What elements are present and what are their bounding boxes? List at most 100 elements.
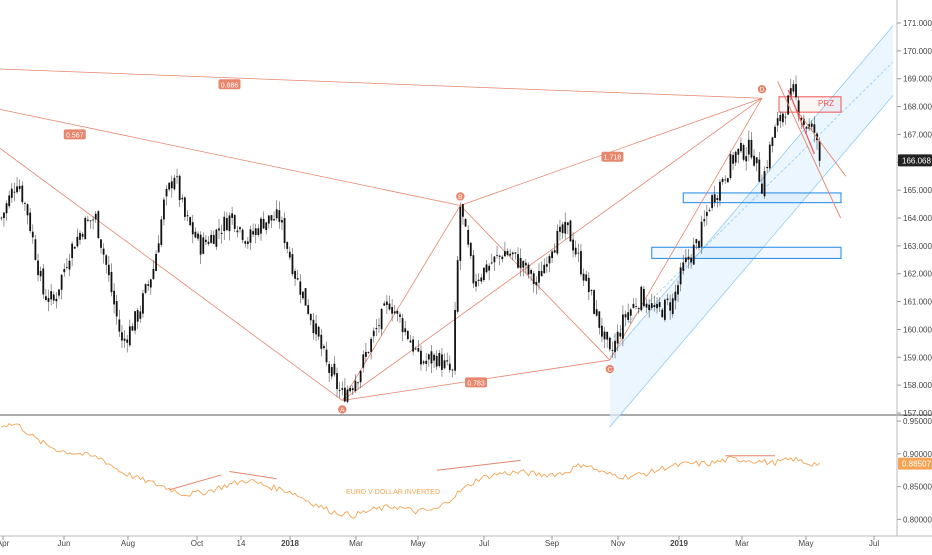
last-price-label: 166.068	[902, 156, 931, 165]
time-tick-label: Oct	[191, 539, 204, 548]
price-tick-label: 160.000	[903, 325, 932, 334]
candle-body	[430, 351, 433, 364]
indicator-axis: 0.80000 0.85000 0.90000 0.95000	[897, 417, 932, 524]
candle-body	[42, 268, 45, 295]
candle-body	[252, 231, 255, 235]
candle-body	[734, 151, 737, 163]
candle-body	[294, 270, 296, 279]
zone-PRZ	[778, 96, 842, 113]
candle-body	[302, 291, 304, 299]
ratio-label: 0.783	[467, 380, 485, 387]
candle-body	[168, 182, 171, 190]
candle-body	[501, 256, 504, 260]
pattern-point-marker	[456, 192, 465, 201]
zone-support-2	[651, 246, 842, 259]
indicator-tick-label: 0.80000	[903, 515, 932, 524]
indicator-last-value-label: 0.88507	[902, 460, 931, 469]
candle-body	[21, 185, 24, 203]
candle-body	[674, 291, 677, 301]
pattern-layer	[0, 68, 763, 401]
ratio-label: 0.567	[66, 132, 84, 139]
candle-body	[118, 319, 121, 332]
candle-body	[63, 268, 66, 273]
pattern-point-marker	[757, 85, 767, 94]
candle-body	[774, 126, 776, 138]
candle-body	[89, 220, 92, 222]
candle-body	[742, 145, 745, 160]
candle-body	[435, 355, 438, 367]
candle-body	[320, 334, 323, 349]
candle-body	[763, 171, 766, 197]
candle-body	[333, 363, 336, 375]
candle-body	[517, 254, 519, 268]
candle-body	[695, 239, 698, 244]
candle-body	[165, 188, 168, 197]
candle-body	[503, 251, 506, 257]
candle-body	[587, 277, 590, 293]
candle-body	[273, 219, 275, 221]
candle-body	[341, 388, 344, 390]
candle-body	[107, 264, 110, 276]
divergence-line	[436, 459, 521, 471]
candle-body	[498, 255, 501, 257]
candle-body	[669, 302, 672, 311]
candle-body	[149, 279, 152, 288]
zone-support-1	[682, 192, 842, 204]
candle-body	[378, 325, 380, 327]
candle-body	[110, 271, 113, 293]
candle-body	[73, 246, 76, 249]
candle-body	[553, 250, 556, 253]
candle-body	[729, 154, 732, 179]
candle-body	[128, 326, 131, 346]
candle-body	[535, 281, 538, 286]
candle-body	[441, 354, 443, 370]
time-tick-label: 2019	[670, 539, 688, 548]
candle-body	[349, 387, 352, 392]
candle-body	[606, 331, 609, 340]
candle-body	[624, 314, 627, 318]
candle-body	[700, 221, 703, 247]
price-tick-label: 163.000	[903, 242, 932, 251]
candle-body	[648, 304, 651, 311]
candle-body	[307, 305, 310, 314]
candle-body	[260, 218, 262, 234]
candle-body	[538, 271, 540, 283]
last-price-tag: 166.068	[898, 154, 932, 167]
candle-body	[818, 140, 821, 161]
candle-body	[375, 327, 378, 330]
candle-body	[170, 181, 173, 189]
candle-body	[254, 228, 257, 235]
candle-body	[239, 227, 241, 230]
candle-body	[698, 241, 700, 248]
candle-body	[13, 191, 16, 193]
time-tick-label: Sep	[545, 539, 560, 548]
candle-body	[527, 264, 530, 275]
candle-body	[144, 284, 147, 293]
price-tick-label: 165.000	[903, 186, 932, 195]
candle-body	[404, 328, 407, 333]
channel-fill	[609, 25, 894, 427]
candle-body	[540, 270, 543, 277]
candle-body	[522, 260, 525, 268]
candle-body	[480, 277, 483, 282]
candle-body	[134, 311, 136, 331]
divergence-line	[169, 474, 222, 491]
candle-body	[635, 306, 637, 307]
candle-body	[574, 247, 577, 255]
candle-body	[136, 310, 139, 322]
ratio-label: 0.886	[221, 82, 239, 89]
candle-body	[39, 270, 42, 277]
time-tick-label: 14	[237, 539, 246, 548]
candle-body	[309, 314, 312, 321]
projection-arrow	[787, 89, 815, 155]
channel-line	[609, 95, 894, 428]
candle-body	[317, 326, 320, 337]
candle-body	[708, 210, 711, 212]
candle-body	[202, 237, 205, 254]
candle-body	[244, 241, 247, 244]
candle-body	[608, 337, 611, 350]
candle-body	[755, 157, 758, 164]
candle-body	[178, 175, 181, 201]
